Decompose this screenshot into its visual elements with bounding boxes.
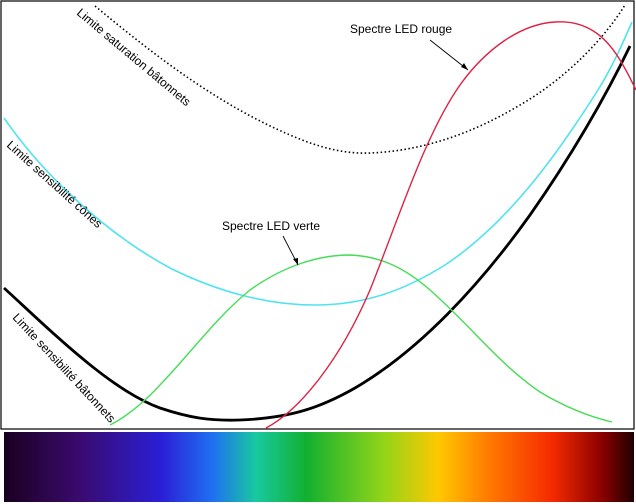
spectrum-bar <box>4 432 634 502</box>
label-sensibilite-cones: Limite sensibilité cônes <box>4 138 105 231</box>
curve-sensibilite-batonnets <box>3 45 632 422</box>
curve-led-rouge <box>265 21 636 429</box>
arrow-led-rouge <box>429 39 469 71</box>
label-led-verte: Spectre LED verte <box>222 219 320 233</box>
label-led-rouge: Spectre LED rouge <box>350 22 452 36</box>
curve-sensibilite-cones <box>3 21 633 306</box>
label-sensibilite-batonnets: Limite sensibilité bâtonnets <box>10 310 119 425</box>
plot-frame <box>0 0 635 430</box>
curve-saturation-batonnets <box>94 4 626 154</box>
arrow-led-verte <box>282 235 299 266</box>
label-saturation-batonnets: Limite saturation bâtonnets <box>74 6 193 109</box>
curve-led-verte <box>109 254 613 426</box>
